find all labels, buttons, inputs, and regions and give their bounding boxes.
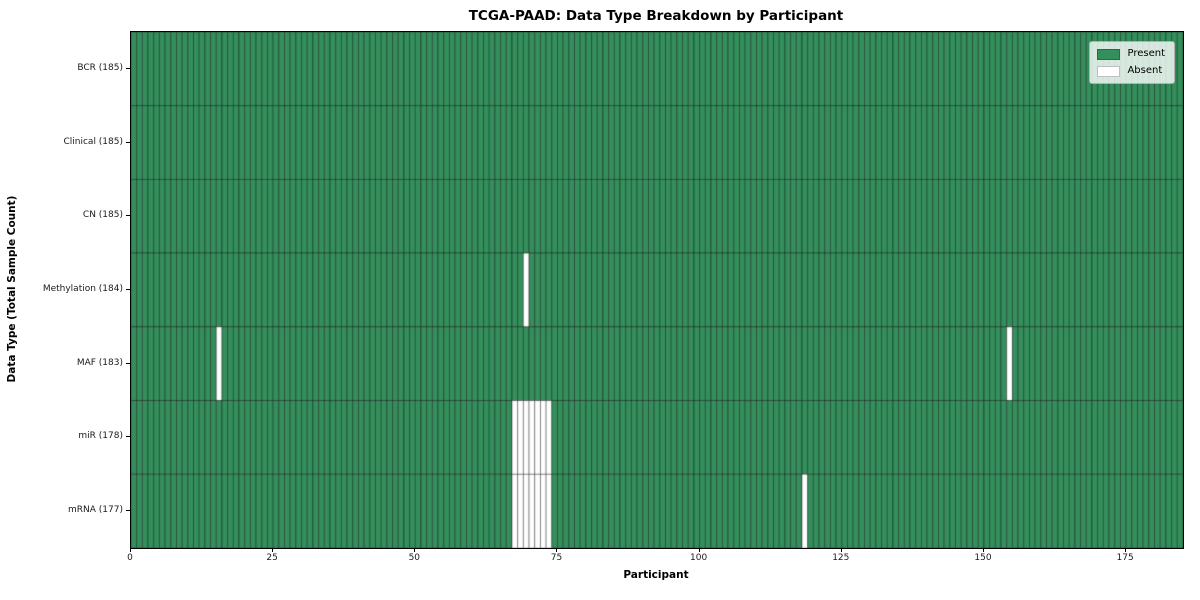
y-tick-mark [126, 362, 130, 364]
y-tick-mark [126, 436, 130, 438]
y-tick-mark [126, 215, 130, 217]
heatmap-canvas [131, 32, 1183, 548]
y-tick-label-miR: miR (178) [78, 431, 123, 442]
legend: Present Absent [1089, 41, 1175, 84]
x-tick-label-75: 75 [550, 553, 563, 563]
legend-label: Absent [1127, 65, 1163, 76]
legend-entry-present: Present [1097, 48, 1165, 60]
x-tick-mark [840, 548, 842, 552]
x-tick-mark [698, 548, 700, 552]
y-tick-mark [126, 141, 130, 143]
x-tick-label-175: 175 [1116, 553, 1134, 563]
x-tick-mark [1125, 548, 1127, 552]
x-tick-mark [414, 548, 416, 552]
legend-entry-absent: Absent [1097, 65, 1165, 77]
x-tick-label-50: 50 [408, 553, 421, 563]
y-tick-label-MAF: MAF (183) [76, 357, 123, 368]
x-axis-title: Participant [623, 569, 689, 581]
legend-label: Present [1127, 48, 1165, 59]
x-tick-label-125: 125 [832, 553, 850, 563]
y-tick-mark [126, 510, 130, 512]
y-tick-mark [126, 289, 130, 290]
x-tick-label-150: 150 [974, 553, 992, 563]
plot-area: Present Absent [130, 31, 1184, 549]
x-tick-label-100: 100 [690, 553, 708, 563]
x-tick-mark [556, 548, 558, 552]
x-tick-mark [982, 548, 984, 552]
y-tick-label-BCR: BCR (185) [77, 62, 123, 73]
y-tick-mark [126, 67, 130, 69]
x-tick-label-0: 0 [127, 553, 133, 563]
x-tick-mark [272, 548, 274, 552]
y-tick-label-Methylation: Methylation (184) [42, 284, 123, 294]
chart-title: TCGA-PAAD: Data Type Breakdown by Partic… [468, 8, 844, 24]
y-tick-label-Clinical: Clinical (185) [63, 136, 123, 147]
x-tick-mark [130, 548, 131, 552]
y-tick-label-CN: CN (185) [82, 210, 123, 221]
legend-swatch-absent [1097, 65, 1121, 77]
y-tick-label-mRNA: mRNA (177) [68, 505, 123, 516]
legend-swatch-present [1097, 48, 1121, 60]
x-tick-label-25: 25 [266, 553, 278, 563]
